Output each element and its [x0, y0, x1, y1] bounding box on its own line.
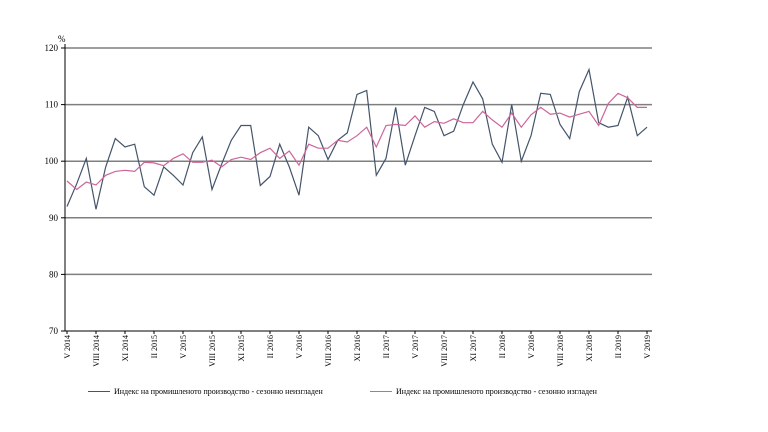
series-line-adjusted — [66, 92, 647, 191]
y-tick-label: 90 — [49, 213, 59, 223]
x-tick-label: VIII 2015 — [208, 335, 217, 367]
series-line-unadjusted — [66, 67, 648, 210]
x-tick-label: II 2018 — [498, 335, 507, 358]
x-tick-label: XI 2018 — [585, 335, 594, 361]
legend-swatch — [88, 391, 110, 392]
x-tick-label: II 2016 — [266, 335, 275, 358]
x-tick-label: II 2019 — [614, 335, 623, 358]
y-tick-label: 110 — [45, 100, 59, 110]
x-tick-label: V 2014 — [63, 335, 72, 359]
y-tick-label: 100 — [45, 156, 59, 166]
legend-item-unadjusted: Индекс на промишленото производство - се… — [88, 387, 323, 396]
legend-swatch — [370, 391, 392, 392]
x-tick-label: VIII 2016 — [324, 335, 333, 367]
legend-label: Индекс на промишленото производство - се… — [396, 387, 597, 396]
x-tick-label: XI 2017 — [469, 335, 478, 361]
x-tick-label: VIII 2018 — [556, 335, 565, 367]
x-tick-label: XI 2014 — [121, 335, 130, 361]
y-tick-label: 80 — [49, 269, 59, 279]
legend-item-adjusted: Индекс на промишленото производство - се… — [370, 387, 597, 396]
y-tick-label: 120 — [45, 43, 59, 53]
y-tick-label: 70 — [49, 326, 59, 336]
x-tick-label: V 2015 — [179, 335, 188, 359]
x-tick-label: VIII 2014 — [92, 335, 101, 367]
x-tick-label: II 2015 — [150, 335, 159, 358]
x-tick-label: VIII 2017 — [440, 335, 449, 367]
x-tick-label: II 2017 — [382, 335, 391, 358]
x-tick-label: XI 2016 — [353, 335, 362, 361]
x-tick-label: V 2016 — [295, 335, 304, 359]
legend-label: Индекс на промишленото производство - се… — [114, 387, 323, 396]
x-tick-label: V 2017 — [411, 335, 420, 359]
x-tick-label: XI 2015 — [237, 335, 246, 361]
y-axis-label: % — [58, 34, 66, 44]
x-tick-label: V 2018 — [527, 335, 536, 359]
x-tick-label: V 2019 — [643, 335, 652, 359]
